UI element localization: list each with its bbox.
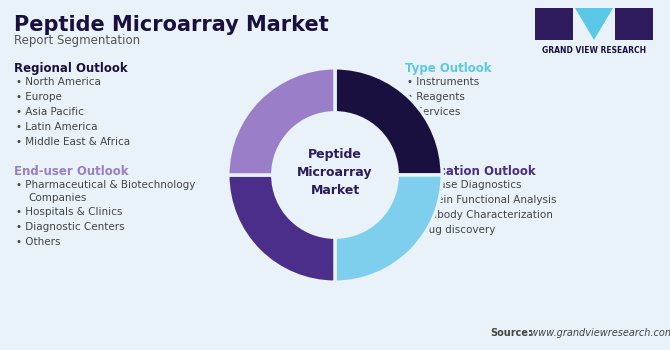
Text: Source:: Source: (490, 328, 532, 338)
Wedge shape (335, 68, 442, 175)
Text: GRAND VIEW RESEARCH: GRAND VIEW RESEARCH (542, 46, 646, 55)
Text: Companies: Companies (28, 193, 86, 203)
Text: Peptide
Microarray
Market: Peptide Microarray Market (297, 148, 373, 197)
Text: • Instruments: • Instruments (407, 77, 479, 87)
Text: Regional Outlook: Regional Outlook (14, 62, 127, 75)
Text: End-user Outlook: End-user Outlook (14, 165, 129, 178)
FancyBboxPatch shape (535, 8, 573, 40)
Text: • Services: • Services (407, 107, 460, 117)
Text: • North America: • North America (16, 77, 101, 87)
Text: • Latin America: • Latin America (16, 122, 98, 132)
Wedge shape (228, 175, 335, 282)
Text: • Europe: • Europe (16, 92, 62, 102)
Text: www.grandviewresearch.com: www.grandviewresearch.com (527, 328, 670, 338)
Text: Application Outlook: Application Outlook (405, 165, 535, 178)
Text: Report Segmentation: Report Segmentation (14, 34, 140, 47)
FancyBboxPatch shape (615, 8, 653, 40)
Text: • Diagnostic Centers: • Diagnostic Centers (16, 222, 125, 232)
Text: • Hospitals & Clinics: • Hospitals & Clinics (16, 207, 123, 217)
Text: • Middle East & Africa: • Middle East & Africa (16, 137, 130, 147)
Wedge shape (335, 175, 442, 282)
Wedge shape (228, 68, 335, 175)
Text: Peptide Microarray Market: Peptide Microarray Market (14, 15, 329, 35)
Text: • Others: • Others (16, 237, 60, 247)
Polygon shape (575, 8, 613, 40)
Text: • Protein Functional Analysis: • Protein Functional Analysis (407, 195, 557, 205)
Text: • Drug discovery: • Drug discovery (407, 225, 495, 235)
Text: • Reagents: • Reagents (407, 92, 465, 102)
Text: • Asia Pacific: • Asia Pacific (16, 107, 84, 117)
Text: • Antibody Characterization: • Antibody Characterization (407, 210, 553, 220)
Text: • Disease Diagnostics: • Disease Diagnostics (407, 180, 521, 190)
Text: • Pharmaceutical & Biotechnology: • Pharmaceutical & Biotechnology (16, 180, 196, 190)
Text: Type Outlook: Type Outlook (405, 62, 492, 75)
